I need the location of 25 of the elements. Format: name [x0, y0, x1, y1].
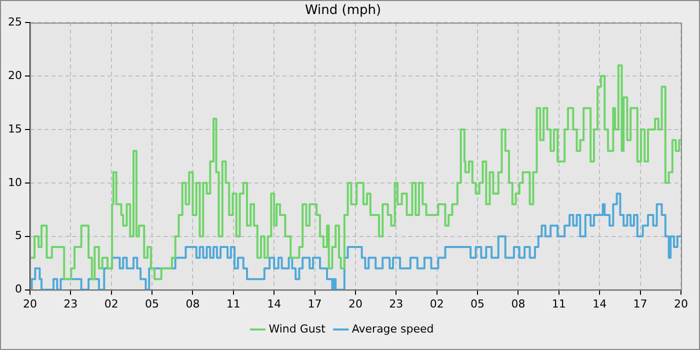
y-tick-label: 20: [8, 68, 22, 82]
x-tick-label: 14: [267, 297, 282, 310]
x-tick-label: 08: [511, 297, 526, 310]
chart-title: Wind (mph): [304, 3, 382, 18]
y-tick-label: 10: [8, 176, 22, 189]
x-tick-label: 17: [308, 297, 322, 310]
x-tick-label: 05: [145, 297, 160, 310]
y-tick-label: 0: [14, 282, 22, 296]
x-tick-label: 23: [64, 297, 78, 310]
x-tick-label: 08: [186, 297, 200, 310]
y-tick-label: 15: [8, 122, 22, 136]
x-tick-label: 11: [226, 297, 240, 310]
y-tick-label: 25: [8, 15, 22, 28]
x-tick-label: 20: [674, 297, 688, 310]
x-tick-label: 05: [470, 297, 485, 310]
x-tick-label: 11: [552, 297, 566, 310]
x-tick-label: 14: [592, 297, 607, 310]
legend-label: Average speed: [352, 322, 434, 336]
x-tick-label: 23: [389, 297, 404, 310]
legend-label: Wind Gust: [268, 322, 326, 336]
x-tick-label: 17: [633, 297, 648, 310]
x-tick-label: 20: [348, 297, 362, 310]
x-tick-label: 02: [104, 297, 118, 310]
x-tick-label: 02: [430, 297, 444, 310]
y-tick-label: 5: [14, 229, 22, 242]
